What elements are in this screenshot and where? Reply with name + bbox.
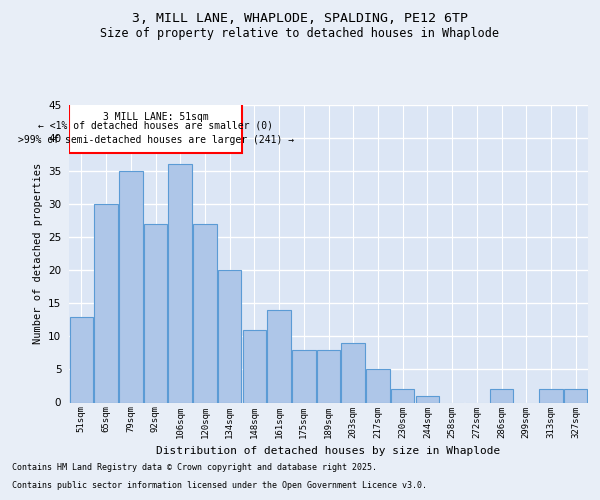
- Bar: [144, 224, 167, 402]
- Bar: [539, 390, 563, 402]
- Bar: [391, 390, 415, 402]
- X-axis label: Distribution of detached houses by size in Whaplode: Distribution of detached houses by size …: [157, 446, 500, 456]
- Bar: [341, 343, 365, 402]
- Y-axis label: Number of detached properties: Number of detached properties: [32, 163, 43, 344]
- Text: >99% of semi-detached houses are larger (241) →: >99% of semi-detached houses are larger …: [17, 134, 294, 144]
- Bar: [242, 330, 266, 402]
- Text: Size of property relative to detached houses in Whaplode: Size of property relative to detached ho…: [101, 28, 499, 40]
- Text: ← <1% of detached houses are smaller (0): ← <1% of detached houses are smaller (0): [38, 120, 273, 130]
- Bar: [70, 316, 93, 402]
- Bar: [366, 370, 389, 402]
- Bar: [169, 164, 192, 402]
- Bar: [317, 350, 340, 403]
- Bar: [193, 224, 217, 402]
- Bar: [94, 204, 118, 402]
- Text: 3 MILL LANE: 51sqm: 3 MILL LANE: 51sqm: [103, 112, 209, 122]
- Text: Contains public sector information licensed under the Open Government Licence v3: Contains public sector information licen…: [12, 481, 427, 490]
- Bar: [218, 270, 241, 402]
- Bar: [292, 350, 316, 403]
- Bar: [564, 390, 587, 402]
- Bar: [119, 171, 143, 402]
- Bar: [70, 102, 242, 152]
- Bar: [490, 390, 513, 402]
- Bar: [416, 396, 439, 402]
- Text: 3, MILL LANE, WHAPLODE, SPALDING, PE12 6TP: 3, MILL LANE, WHAPLODE, SPALDING, PE12 6…: [132, 12, 468, 26]
- Text: Contains HM Land Registry data © Crown copyright and database right 2025.: Contains HM Land Registry data © Crown c…: [12, 464, 377, 472]
- Bar: [268, 310, 291, 402]
